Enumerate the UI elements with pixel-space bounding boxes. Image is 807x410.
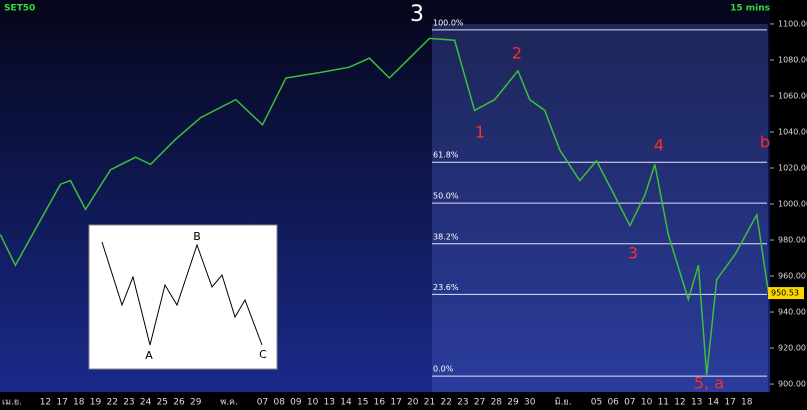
- x-tick-label: 07: [257, 398, 268, 408]
- inset-label: B: [193, 230, 201, 243]
- x-tick-label: 22: [106, 398, 117, 408]
- y-tick-label: 1020.00: [778, 164, 807, 173]
- y-tick-label: 980.00: [778, 236, 806, 245]
- fib-label: 61.8%: [433, 151, 459, 160]
- x-tick-label: 24: [140, 398, 152, 408]
- x-tick-label: มิ.ย.: [555, 397, 572, 408]
- x-tick-label: 10: [307, 398, 319, 408]
- x-tick-label: 17: [56, 398, 67, 408]
- x-tick-label: 06: [607, 398, 619, 408]
- x-tick-label: 23: [457, 398, 468, 408]
- y-tick-label: 920.00: [778, 344, 806, 353]
- symbol: SET50: [4, 4, 35, 14]
- fib-label: 23.6%: [433, 283, 459, 292]
- x-tick-label: 19: [90, 398, 102, 408]
- wave-title: 3: [410, 2, 424, 27]
- x-tick-label: พ.ค.: [220, 398, 238, 408]
- wave-label: 4: [654, 136, 664, 155]
- wave-label: 2: [512, 44, 522, 63]
- inset-label: A: [145, 349, 153, 362]
- x-tick-label: 30: [524, 398, 536, 408]
- y-tick-label: 960.00: [778, 272, 806, 281]
- inset: A B C: [88, 224, 278, 370]
- wave-label: b: [760, 133, 770, 152]
- wave-label: 1: [475, 123, 485, 142]
- x-tick-label: 17: [390, 398, 401, 408]
- inset-box: [88, 224, 278, 370]
- y-tick-label: 940.00: [778, 308, 806, 317]
- x-tick-label: 23: [123, 398, 134, 408]
- x-axis-panel: [0, 392, 807, 410]
- last-price-label: 950.53: [771, 289, 799, 298]
- y-tick-label: 1000.00: [778, 200, 807, 209]
- x-tick-label: 20: [407, 398, 419, 408]
- x-tick-label: 21: [424, 398, 435, 408]
- x-tick-label: 27: [474, 398, 485, 408]
- x-tick-label: 17: [724, 398, 735, 408]
- x-tick-label: 09: [290, 398, 302, 408]
- x-tick-label: 15: [357, 398, 368, 408]
- wave-label: 5, a: [694, 374, 724, 393]
- y-tick-label: 1060.00: [778, 91, 807, 100]
- x-tick-label: เม.ย.: [2, 398, 22, 408]
- y-tick-label: 1100.00: [778, 19, 807, 28]
- x-tick-label: 13: [691, 398, 702, 408]
- fib-label: 38.2%: [433, 232, 459, 241]
- y-tick-label: 1080.00: [778, 55, 807, 64]
- y-tick-label: 900.00: [778, 380, 806, 389]
- x-tick-label: 16: [374, 398, 386, 408]
- x-tick-label: 28: [491, 398, 503, 408]
- x-tick-label: 12: [674, 398, 685, 408]
- x-tick-label: 13: [324, 398, 335, 408]
- fib-label: 100.0%: [433, 18, 464, 27]
- x-tick-label: 14: [708, 398, 720, 408]
- x-tick-label: 14: [340, 398, 352, 408]
- last-price-box: [768, 287, 804, 300]
- fib-label: 0.0%: [433, 365, 454, 374]
- x-tick-label: 12: [40, 398, 51, 408]
- x-tick-label: 18: [741, 398, 753, 408]
- x-tick-label: 26: [173, 398, 185, 408]
- x-tick-label: 25: [157, 398, 168, 408]
- price-line: [0, 37, 770, 376]
- x-tick-label: 08: [273, 398, 285, 408]
- inset-zigzag: [101, 241, 263, 346]
- interval: 15 mins: [730, 4, 770, 14]
- x-tick-label: 07: [624, 398, 635, 408]
- x-tick-label: 29: [507, 398, 519, 408]
- inset-label: C: [259, 348, 267, 361]
- x-tick-label: 05: [591, 398, 602, 408]
- x-tick-label: 29: [190, 398, 202, 408]
- fib-zone: [432, 24, 768, 392]
- fib-label: 50.0%: [433, 192, 459, 201]
- y-tick-label: 1040.00: [778, 127, 807, 136]
- x-tick-label: 10: [641, 398, 653, 408]
- x-tick-label: 18: [73, 398, 85, 408]
- y-axis-panel: [770, 0, 807, 410]
- x-tick-label: 22: [440, 398, 451, 408]
- wave-label: 3: [628, 244, 638, 263]
- x-tick-label: 11: [658, 398, 669, 408]
